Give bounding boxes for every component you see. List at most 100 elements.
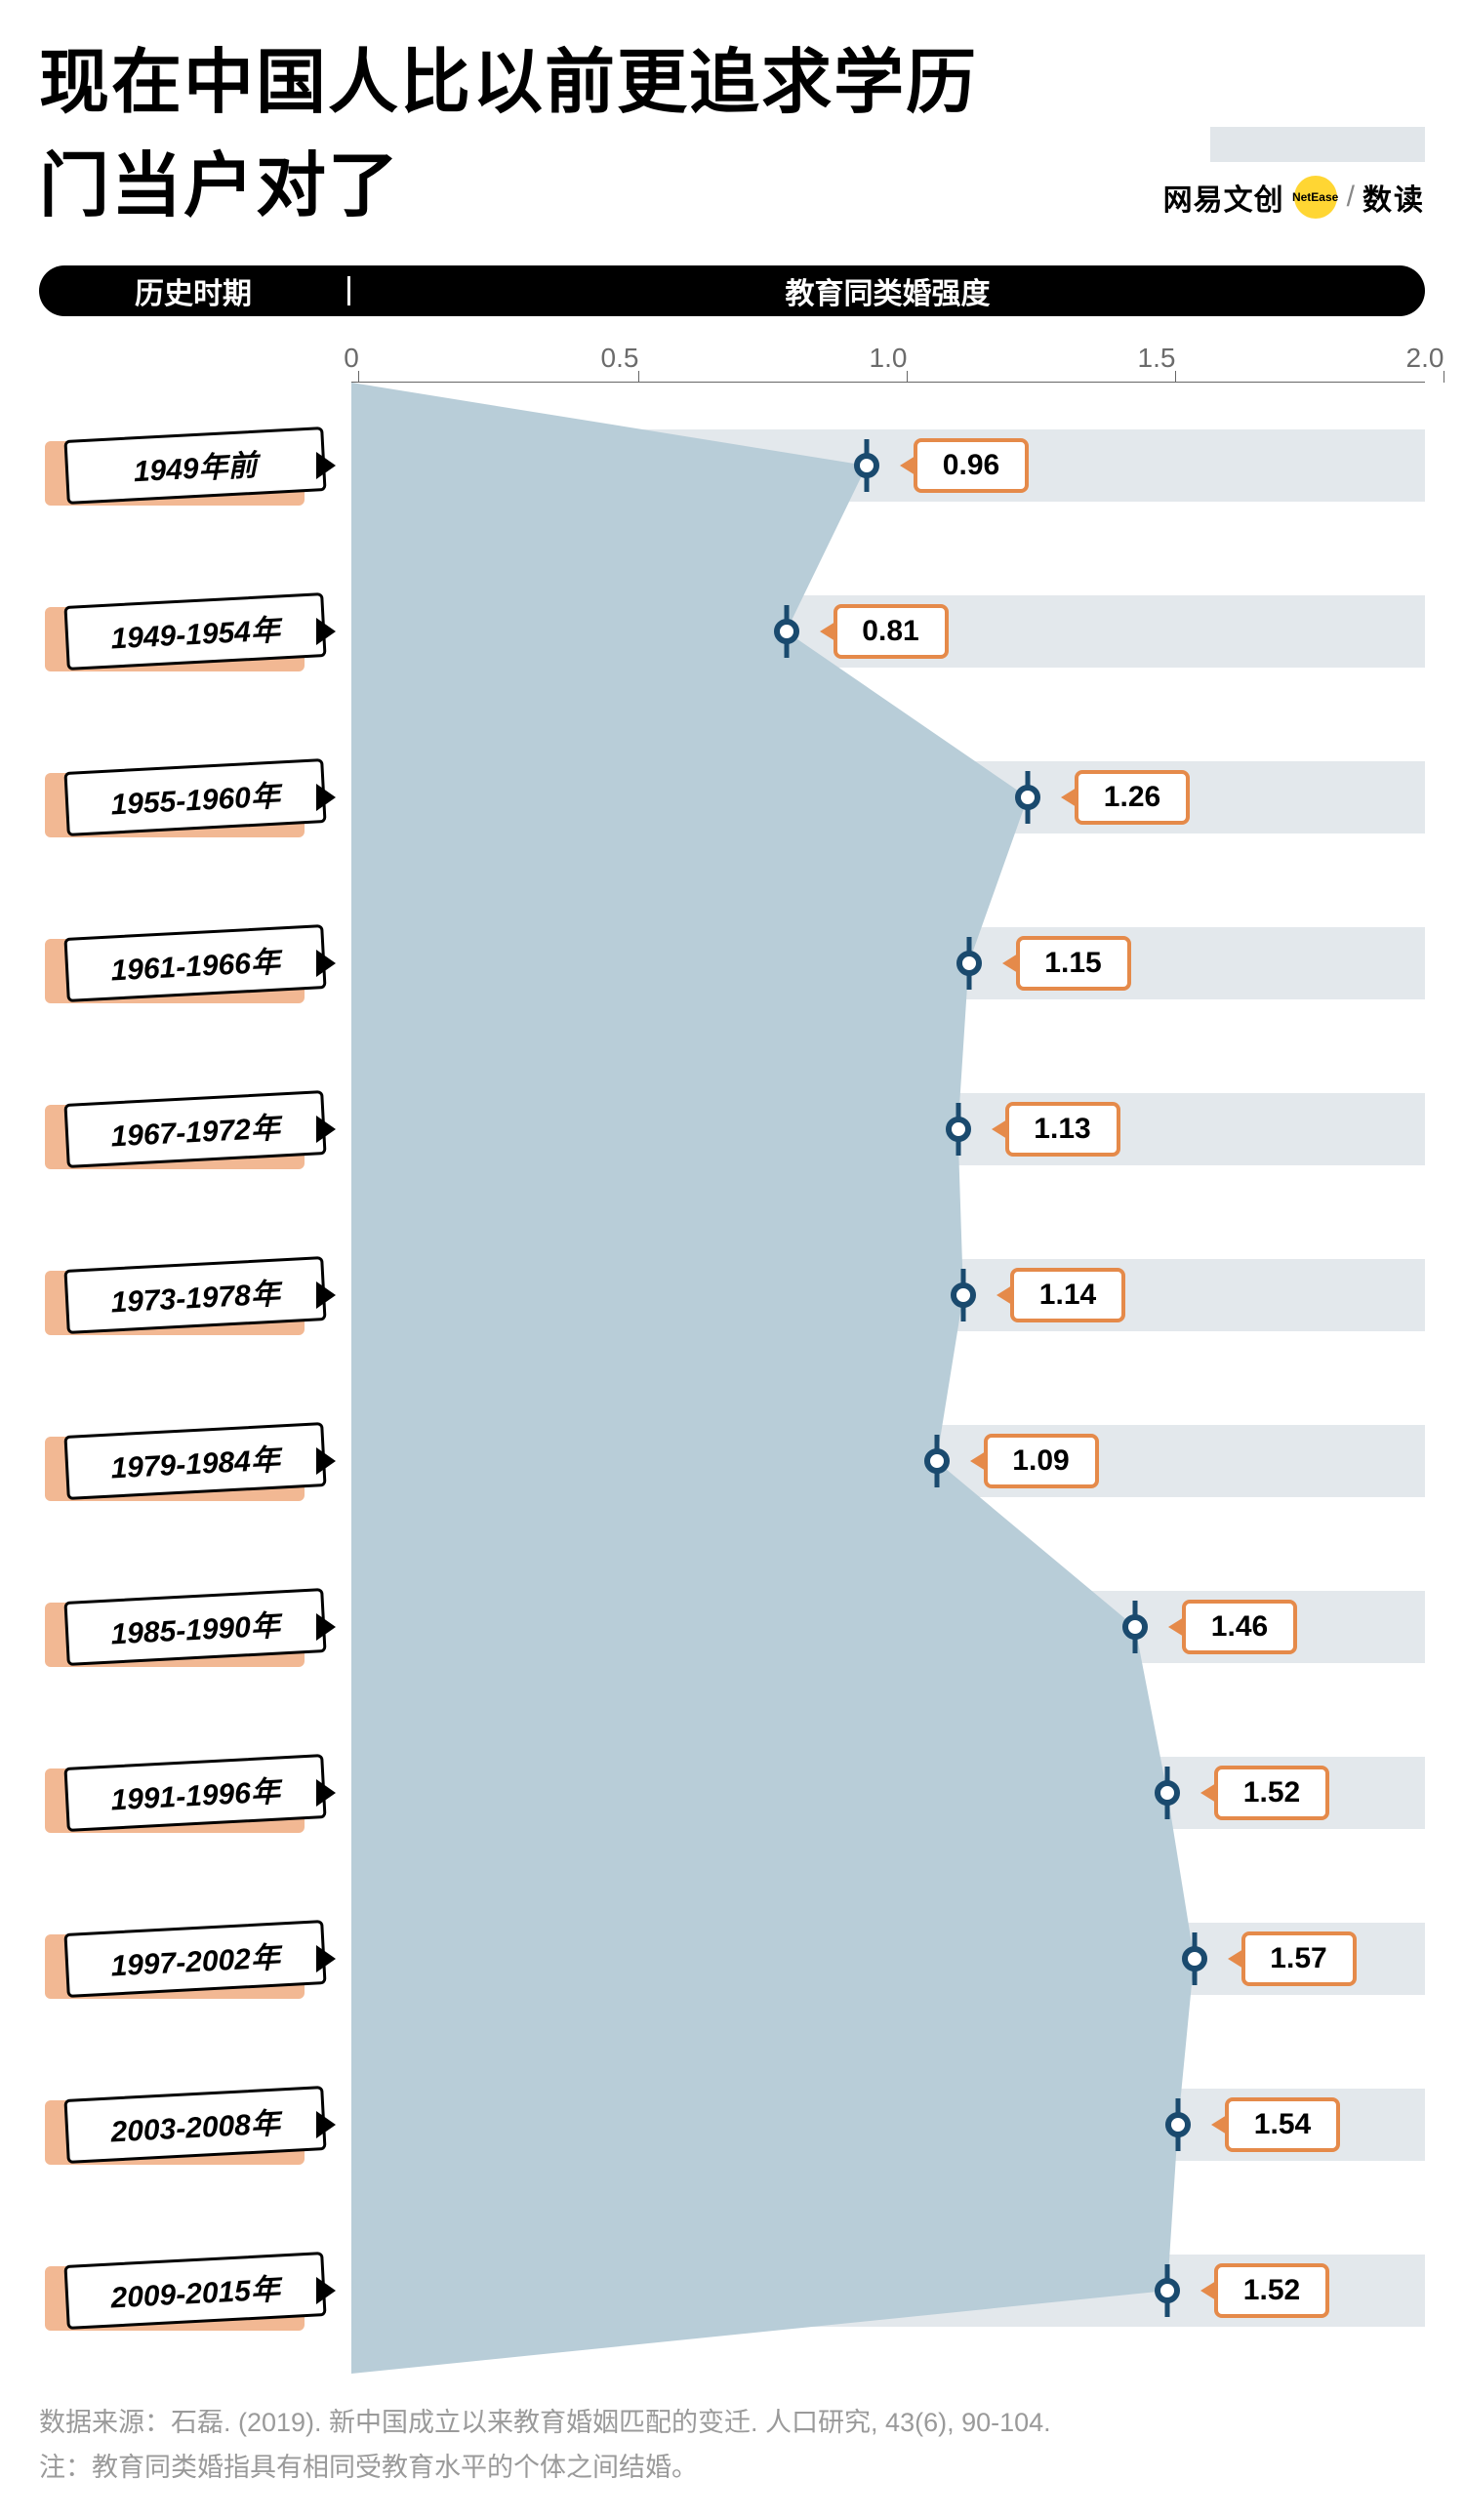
data-row: 1949-1954年 0.81: [39, 549, 1425, 714]
value-callout: 1.52: [1200, 1766, 1329, 1820]
axis-tick-label: 2.0: [1406, 343, 1444, 374]
data-marker: [924, 1448, 950, 1474]
value-cell: 1.14: [351, 1212, 1425, 1378]
period-arrow-icon: [316, 2111, 336, 2138]
period-label: 2003-2008年: [63, 2086, 326, 2164]
period-label: 1949年前: [63, 427, 326, 505]
gray-accent-bar: [1210, 127, 1425, 162]
value-cell: 1.15: [351, 880, 1425, 1046]
period-arrow-icon: [316, 1613, 336, 1641]
period-label: 1985-1990年: [63, 1588, 326, 1666]
period-arrow-icon: [316, 2277, 336, 2304]
header-value-label: 教育同类婚强度: [350, 269, 1425, 312]
axis-tick-label: 0: [344, 343, 359, 374]
title-block: 现在中国人比以前更追求学历 门当户对了 网易文创 NetEase / 数读: [39, 39, 1425, 230]
value-callout: 1.26: [1061, 770, 1190, 825]
chart-area: 00.51.01.52.0 1949年前0.961949-1954年0.8119…: [39, 320, 1425, 2374]
period-cell: 1997-2002年: [39, 1876, 351, 2042]
chart-rows: 1949年前 0.96 1949-1954年 0.81 1955-1960年 1.26 19…: [39, 383, 1425, 2374]
data-marker: [1155, 1780, 1180, 1806]
period-arrow-icon: [316, 452, 336, 479]
data-row: 1973-1978年 1.14: [39, 1212, 1425, 1378]
value-label: 1.09: [984, 1434, 1099, 1488]
value-callout: 1.52: [1200, 2263, 1329, 2318]
logo-shudu-text: 数读: [1362, 176, 1425, 219]
data-row: 2009-2015年 1.52: [39, 2208, 1425, 2374]
period-cell: 1949-1954年: [39, 549, 351, 714]
data-row: 2003-2008年 1.54: [39, 2042, 1425, 2208]
value-callout: 1.15: [1002, 936, 1131, 991]
data-row: 1991-1996年 1.52: [39, 1710, 1425, 1876]
axis-tick-label: 1.5: [1138, 343, 1176, 374]
period-label: 1967-1972年: [63, 1090, 326, 1168]
data-marker: [1122, 1614, 1148, 1640]
value-cell: 1.52: [351, 1710, 1425, 1876]
period-label: 1973-1978年: [63, 1256, 326, 1334]
data-marker: [1165, 2112, 1191, 2137]
logo-brand-text: 网易文创: [1163, 176, 1284, 219]
value-callout: 1.14: [996, 1268, 1125, 1322]
value-label: 0.81: [834, 604, 949, 659]
data-row: 1961-1966年 1.15: [39, 880, 1425, 1046]
axis-tick: 0: [351, 320, 367, 382]
data-row: 1997-2002年 1.57: [39, 1876, 1425, 2042]
logo-separator: /: [1347, 181, 1355, 214]
data-marker: [1155, 2278, 1180, 2303]
title-line-2: 门当户对了: [39, 142, 400, 230]
data-marker: [774, 619, 799, 644]
period-label: 1955-1960年: [63, 758, 326, 836]
value-callout: 1.57: [1228, 1931, 1357, 1986]
period-arrow-icon: [316, 1447, 336, 1475]
axis-tick: 1.0: [888, 320, 926, 382]
data-row: 1967-1972年 1.13: [39, 1046, 1425, 1212]
value-cell: 0.81: [351, 549, 1425, 714]
value-cell: 1.54: [351, 2042, 1425, 2208]
period-cell: 1967-1972年: [39, 1046, 351, 1212]
data-marker: [854, 453, 879, 478]
value-label: 1.52: [1214, 2263, 1329, 2318]
data-marker: [946, 1117, 971, 1142]
period-cell: 2009-2015年: [39, 2208, 351, 2374]
infographic-container: 现在中国人比以前更追求学历 门当户对了 网易文创 NetEase / 数读 历史…: [0, 0, 1464, 2520]
value-cell: 1.57: [351, 1876, 1425, 2042]
row-band: [351, 429, 1425, 502]
value-cell: 0.96: [351, 383, 1425, 549]
axis-tick: 2.0: [1425, 320, 1463, 382]
value-label: 1.14: [1010, 1268, 1125, 1322]
note-text: 注：教育同类婚指具有相同受教育水平的个体之间结婚。: [39, 2446, 1425, 2491]
axis-tick: 0.5: [620, 320, 658, 382]
period-arrow-icon: [316, 618, 336, 645]
period-label: 1991-1996年: [63, 1754, 326, 1832]
value-label: 1.57: [1241, 1931, 1357, 1986]
axis-tick-label: 0.5: [601, 343, 639, 374]
source-text: 数据来源：石磊. (2019). 新中国成立以来教育婚姻匹配的变迁. 人口研究,…: [39, 2401, 1425, 2446]
header-period-label: 历史时期: [39, 269, 347, 312]
column-header-bar: 历史时期 教育同类婚强度: [39, 265, 1425, 316]
row-band: [351, 761, 1425, 833]
value-cell: 1.52: [351, 2208, 1425, 2374]
value-label: 1.54: [1225, 2097, 1340, 2152]
period-cell: 1961-1966年: [39, 880, 351, 1046]
row-band: [351, 927, 1425, 999]
value-callout: 1.46: [1168, 1600, 1297, 1654]
data-marker: [956, 951, 982, 976]
x-axis: 00.51.01.52.0: [351, 320, 1425, 383]
axis-tick-label: 1.0: [870, 343, 908, 374]
value-callout: 1.54: [1211, 2097, 1340, 2152]
period-label: 1949-1954年: [63, 592, 326, 671]
data-row: 1985-1990年 1.46: [39, 1544, 1425, 1710]
axis-tick: 1.5: [1157, 320, 1195, 382]
title-line-1: 现在中国人比以前更追求学历: [39, 39, 1425, 127]
value-callout: 1.13: [992, 1102, 1120, 1157]
value-callout: 1.09: [970, 1434, 1099, 1488]
row-band: [351, 1093, 1425, 1165]
period-arrow-icon: [316, 1779, 336, 1807]
value-cell: 1.13: [351, 1046, 1425, 1212]
period-arrow-icon: [316, 784, 336, 811]
footer-block: 数据来源：石磊. (2019). 新中国成立以来教育婚姻匹配的变迁. 人口研究,…: [39, 2401, 1425, 2491]
data-row: 1949年前 0.96: [39, 383, 1425, 549]
period-cell: 1991-1996年: [39, 1710, 351, 1876]
value-callout: 0.81: [820, 604, 949, 659]
value-label: 1.52: [1214, 1766, 1329, 1820]
data-marker: [1015, 785, 1040, 810]
